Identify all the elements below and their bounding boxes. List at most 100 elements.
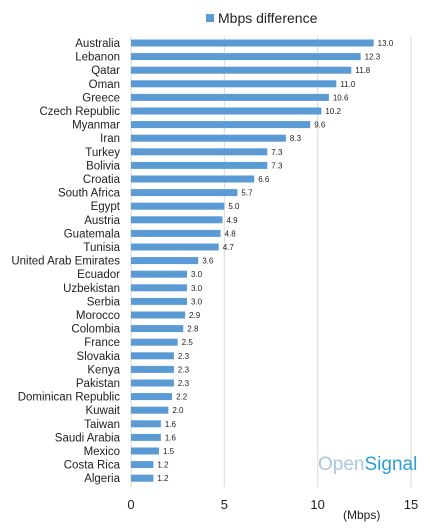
value-label-lebanon: 12.3 (365, 53, 381, 62)
bar-kuwait (131, 406, 169, 414)
bar-slovakia (131, 352, 174, 360)
bar-costa-rica (131, 461, 154, 469)
category-label-greece: Greece (82, 92, 120, 104)
bar-austria (131, 216, 223, 224)
bar-myanmar (131, 121, 311, 129)
category-label-ecuador: Ecuador (77, 269, 120, 281)
bar-guatemala (131, 229, 221, 237)
category-label-saudi-arabia: Saudi Arabia (55, 432, 121, 444)
x-axis-unit-label: (Mbps) (343, 508, 380, 522)
value-label-croatia: 6.6 (258, 175, 270, 184)
bar-taiwan (131, 420, 161, 428)
category-label-south-africa: South Africa (58, 188, 121, 200)
category-label-egypt: Egypt (91, 201, 121, 213)
bar-colombia (131, 325, 184, 333)
value-label-pakistan: 2.3 (178, 379, 190, 388)
category-label-uzbekistan: Uzbekistan (63, 283, 120, 295)
bar-south-africa (131, 189, 238, 197)
legend: Mbps difference (206, 10, 318, 26)
x-tick-label-0: 0 (127, 497, 134, 512)
value-label-myanmar: 9.6 (314, 121, 326, 130)
value-label-united-arab-emirates: 3.6 (202, 257, 214, 266)
bar-bolivia (131, 161, 268, 169)
category-label-austria: Austria (84, 215, 120, 227)
value-label-colombia: 2.8 (187, 325, 199, 334)
category-label-qatar: Qatar (91, 65, 120, 77)
category-label-dominican-republic: Dominican Republic (18, 392, 121, 404)
value-label-tunisia: 4.7 (223, 243, 235, 252)
bar-pakistan (131, 379, 174, 387)
bar-mexico (131, 447, 159, 455)
bar-tunisia (131, 243, 219, 251)
value-label-guatemala: 4.8 (225, 229, 237, 238)
category-label-oman: Oman (89, 79, 120, 91)
bar-iran (131, 134, 286, 142)
value-label-egypt: 5.0 (228, 202, 240, 211)
value-label-algeria: 1.2 (157, 474, 169, 483)
bar-algeria (131, 474, 154, 482)
x-tick-label-5: 5 (221, 497, 228, 512)
value-label-oman: 11.0 (340, 80, 356, 89)
bar-uzbekistan (131, 284, 187, 292)
bar-france (131, 338, 178, 346)
bar-kenya (131, 365, 174, 373)
value-label-czech-republic: 10.2 (325, 107, 341, 116)
bar-united-arab-emirates (131, 257, 199, 265)
category-label-lebanon: Lebanon (75, 52, 120, 64)
bar-czech-republic (131, 107, 322, 115)
category-label-czech-republic: Czech Republic (39, 106, 120, 118)
value-label-dominican-republic: 2.2 (176, 393, 188, 402)
category-label-pakistan: Pakistan (76, 378, 120, 390)
x-axis-ticks: 0 5 10 15 (127, 497, 418, 512)
category-label-kuwait: Kuwait (85, 405, 120, 417)
category-label-mexico: Mexico (84, 446, 120, 458)
bar-turkey (131, 148, 268, 156)
value-label-kuwait: 2.0 (172, 406, 184, 415)
bar-serbia (131, 297, 187, 305)
value-label-qatar: 11.8 (355, 66, 371, 75)
value-label-mexico: 1.5 (163, 447, 175, 456)
value-label-serbia: 3.0 (191, 297, 203, 306)
value-label-austria: 4.9 (226, 216, 238, 225)
category-label-colombia: Colombia (71, 324, 120, 336)
category-label-france: France (84, 337, 120, 349)
value-label-australia: 13.0 (378, 39, 394, 48)
bar-egypt (131, 202, 225, 210)
value-label-iran: 8.3 (290, 134, 302, 143)
category-label-morocco: Morocco (76, 310, 120, 322)
value-label-south-africa: 5.7 (241, 189, 253, 198)
watermark-open: Open (318, 454, 364, 475)
x-tick-label-15: 15 (404, 497, 418, 512)
value-label-greece: 10.6 (333, 93, 349, 102)
bar-ecuador (131, 270, 187, 278)
category-label-slovakia: Slovakia (77, 351, 121, 363)
category-label-guatemala: Guatemala (64, 228, 121, 240)
value-label-morocco: 2.9 (189, 311, 201, 320)
category-label-myanmar: Myanmar (72, 120, 120, 132)
bar-lebanon (131, 53, 361, 61)
bar-croatia (131, 175, 255, 183)
value-label-turkey: 7.3 (271, 148, 283, 157)
bar-qatar (131, 66, 352, 74)
bar-australia (131, 39, 374, 47)
value-label-slovakia: 2.3 (178, 352, 190, 361)
value-label-saudi-arabia: 1.6 (165, 433, 177, 442)
category-label-croatia: Croatia (83, 174, 121, 186)
category-label-kenya: Kenya (87, 364, 120, 376)
opensignal-watermark: OpenSignal (318, 454, 417, 475)
category-label-serbia: Serbia (87, 296, 121, 308)
watermark-signal: Signal (364, 454, 417, 475)
category-label-taiwan: Taiwan (84, 419, 120, 431)
bars-group (131, 39, 374, 482)
value-label-france: 2.5 (182, 338, 194, 347)
category-label-iran: Iran (100, 133, 120, 145)
value-label-bolivia: 7.3 (271, 161, 283, 170)
category-label-bolivia: Bolivia (86, 160, 120, 172)
category-label-united-arab-emirates: United Arab Emirates (11, 256, 120, 268)
bar-oman (131, 80, 337, 88)
category-label-costa-rica: Costa Rica (64, 460, 121, 472)
legend-label: Mbps difference (218, 10, 318, 26)
bar-morocco (131, 311, 186, 319)
